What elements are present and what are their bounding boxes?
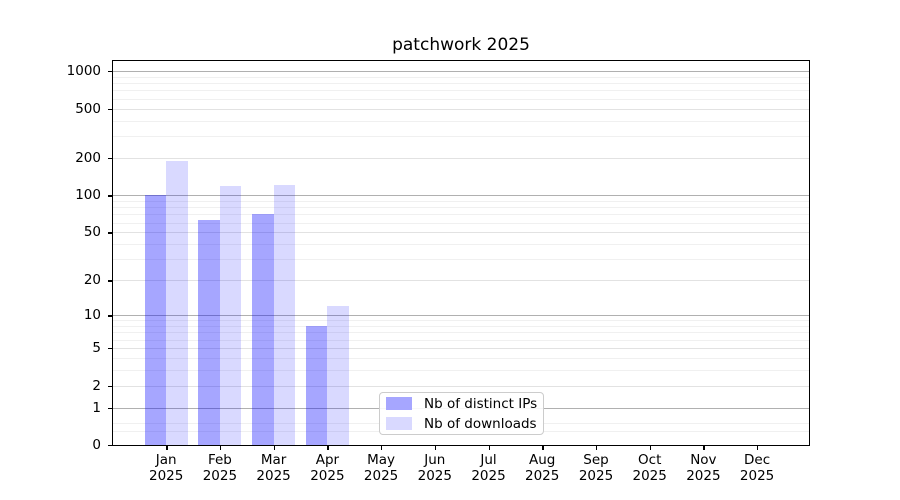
y-gridline [113,385,809,387]
y-gridline [113,195,809,197]
y-gridline-minor [113,83,809,85]
legend-item-downloads: Nb of downloads [386,415,537,432]
y-gridline [113,232,809,234]
y-gridline-minor [113,357,809,359]
y-tick-label-500: 500 [75,100,101,117]
y-gridline-minor [113,214,809,216]
x-tick-mark-jan [166,445,168,450]
y-gridline-minor [113,222,809,224]
y-gridline-minor [113,200,809,202]
chart-title: patchwork 2025 [392,35,530,55]
x-tick-mark-nov [703,445,705,450]
y-gridline [113,315,809,317]
legend-label-distinct-ips: Nb of distinct IPs [424,395,538,412]
y-tick-label-2: 2 [92,377,101,394]
y-tick-mark [108,280,113,282]
legend: Nb of distinct IPs Nb of downloads [379,392,544,435]
y-gridline-minor [113,326,809,328]
x-tick-label-jan: Jan 2025 [149,452,184,484]
y-gridline-minor [113,136,809,138]
bar-nb-of-distinct-ips-apr [305,326,328,445]
y-tick-label-1: 1 [92,399,101,416]
x-axis-ticks [0,445,900,450]
y-gridline [113,108,809,110]
y-tick-label-100: 100 [75,187,101,204]
y-gridline-minor [113,339,809,341]
y-tick-label-50: 50 [83,224,101,241]
y-axis-ticks [108,61,113,451]
y-gridline-minor [113,76,809,78]
y-axis-labels: 0 1 2 5 10 20 50 100 200 500 1000 [0,61,101,453]
y-tick-label-20: 20 [83,272,101,289]
y-tick-mark [108,232,113,234]
x-axis-labels: Jan 2025 Feb 2025 Mar 2025 Apr 2025 May 2025… [0,452,900,492]
x-tick-label-oct: Oct 2025 [632,452,667,484]
y-tick-mark [108,108,113,110]
x-tick-label-aug: Aug 2025 [525,452,560,484]
y-gridline-minor [113,244,809,245]
x-tick-label-feb: Feb 2025 [202,452,238,484]
y-tick-mark [108,348,113,350]
y-gridline [113,280,809,282]
x-tick-mark-apr [327,445,329,450]
legend-item-distinct-ips: Nb of distinct IPs [386,395,538,412]
y-tick-mark [108,407,113,409]
legend-label-downloads: Nb of downloads [424,415,537,432]
x-tick-mark-aug [542,445,544,450]
y-tick-mark [108,71,113,73]
y-tick-mark [108,195,113,197]
y-gridline-minor [113,259,809,261]
plot-area: Nb of distinct IPs Nb of downloads [112,60,810,446]
y-gridline [113,71,809,73]
y-gridline-minor [113,120,809,122]
legend-swatch-distinct-ips [386,397,412,410]
x-tick-label-sep: Sep 2025 [578,452,614,484]
y-gridline-minor [113,98,809,100]
bar-nb-of-distinct-ips-mar [252,214,274,445]
x-tick-label-jul: Jul 2025 [471,452,506,484]
x-tick-mark-feb [219,445,222,450]
bar-nb-of-downloads-jan [166,160,188,445]
bar-nb-of-downloads-mar [273,184,296,445]
x-tick-mark-sep [596,445,598,450]
y-tick-label-5: 5 [92,340,101,356]
x-tick-mark-oct [649,445,652,450]
y-tick-label-0: 0 [92,437,101,453]
y-tick-mark [108,445,113,447]
y-tick-mark [108,158,113,160]
y-gridline-minor [113,90,809,92]
x-tick-label-dec: Dec 2025 [739,452,775,484]
x-tick-label-may: May 2025 [363,452,399,484]
y-gridline-minor [113,332,809,334]
y-gridline [113,348,809,349]
x-tick-mark-mar [273,445,275,450]
x-tick-label-mar: Mar 2025 [256,452,291,484]
y-tick-mark [108,385,113,387]
y-tick-label-1000: 1000 [66,63,101,80]
y-tick-label-200: 200 [75,150,101,166]
x-tick-label-jun: Jun 2025 [417,452,452,484]
x-tick-mark-jun [434,445,437,450]
x-tick-label-nov: Nov 2025 [686,452,721,484]
bar-nb-of-downloads-apr [327,306,349,445]
y-gridline [113,158,809,159]
y-gridline-minor [113,320,809,322]
y-tick-mark [108,315,113,317]
legend-swatch-downloads [386,417,412,430]
bar-nb-of-downloads-feb [219,186,242,445]
x-tick-label-apr: Apr 2025 [310,452,345,484]
x-tick-mark-may [381,445,383,450]
y-gridline-minor [113,207,809,209]
x-tick-mark-jul [488,445,490,450]
bar-nb-of-distinct-ips-feb [198,219,220,445]
x-tick-mark-dec [757,445,759,450]
y-gridline-minor [113,370,809,371]
y-tick-label-10: 10 [83,307,101,324]
bar-nb-of-distinct-ips-jan [144,195,167,445]
